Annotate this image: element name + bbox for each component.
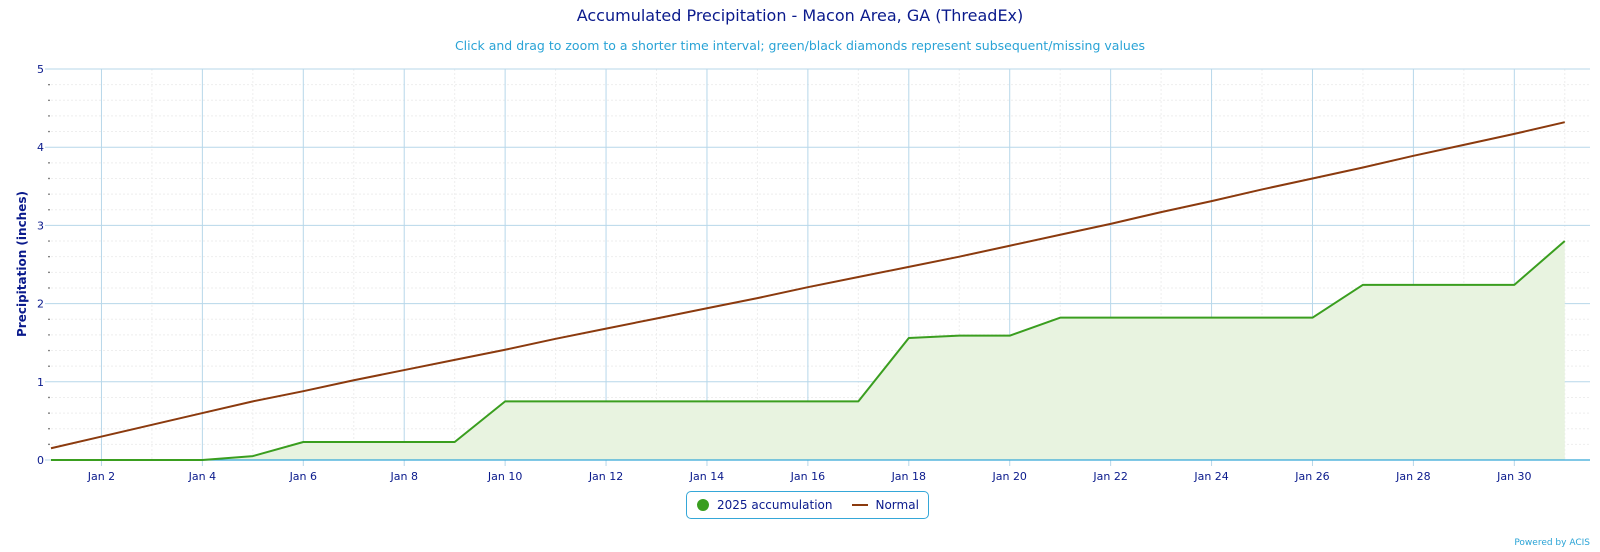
x-tick-label: Jan 28 — [1395, 470, 1430, 483]
powered-by-credit[interactable]: Powered by ACIS — [1514, 538, 1590, 548]
x-tick-label: Jan 30 — [1496, 470, 1531, 483]
minor-tick — [48, 427, 50, 430]
minor-tick — [48, 208, 50, 211]
minor-tick — [48, 130, 50, 133]
y-tick-label: 3 — [37, 219, 44, 232]
y-tick-label: 0 — [37, 454, 44, 467]
minor-tick — [48, 162, 50, 164]
x-tick-label: Jan 2 — [87, 470, 115, 483]
x-tick-label: Jan 26 — [1294, 470, 1329, 483]
x-tick-label: Jan 14 — [689, 470, 724, 483]
minor-tick — [48, 365, 50, 367]
minor-tick — [48, 334, 50, 336]
x-tick-label: Jan 8 — [389, 470, 417, 483]
minor-tick — [48, 99, 50, 102]
y-tick-label: 2 — [37, 298, 44, 311]
legend-marker-normal — [852, 504, 869, 506]
series-line-2025 — [51, 240, 1566, 461]
minor-tick — [48, 349, 50, 352]
x-tick-label: Jan 6 — [289, 470, 317, 483]
legend-item-2025[interactable]: 2025 accumulation — [697, 498, 832, 512]
y-tick-label: 1 — [37, 376, 44, 389]
minor-tick — [48, 115, 50, 117]
y-tick-label: 5 — [37, 63, 44, 76]
x-tick-label: Jan 16 — [790, 470, 825, 483]
minor-tick — [48, 318, 50, 321]
chart-subtitle: Click and drag to zoom to a shorter time… — [454, 38, 1146, 53]
minor-tick — [48, 271, 50, 274]
x-tick-label: Jan 4 — [188, 470, 216, 483]
chart-legend[interactable]: 2025 accumulation Normal — [686, 491, 929, 519]
y-tick-label: 4 — [37, 141, 44, 154]
minor-tick — [48, 83, 50, 86]
minor-tick — [48, 443, 50, 446]
legend-label-normal: Normal — [875, 498, 919, 512]
x-tick-label: Jan 24 — [1193, 470, 1228, 483]
series-line-normal — [50, 121, 1565, 450]
minor-tick — [48, 412, 50, 414]
minor-tick — [48, 396, 50, 399]
minor-tick — [48, 287, 50, 289]
x-tick-label: Jan 12 — [588, 470, 623, 483]
minor-tick — [48, 193, 50, 195]
x-tick-label: Jan 22 — [1092, 470, 1127, 483]
x-tick-label: Jan 18 — [891, 470, 926, 483]
x-tick-label: Jan 20 — [991, 470, 1026, 483]
x-tick-label: Jan 10 — [487, 470, 522, 483]
chart-title: Accumulated Precipitation - Macon Area, … — [576, 6, 1024, 25]
minor-tick — [48, 177, 50, 180]
minor-tick — [48, 240, 50, 242]
legend-item-normal[interactable]: Normal — [852, 498, 919, 512]
series-area-2025 — [51, 241, 1565, 460]
legend-label-2025: 2025 accumulation — [717, 498, 833, 512]
legend-marker-2025 — [697, 499, 709, 511]
minor-tick — [48, 255, 50, 258]
